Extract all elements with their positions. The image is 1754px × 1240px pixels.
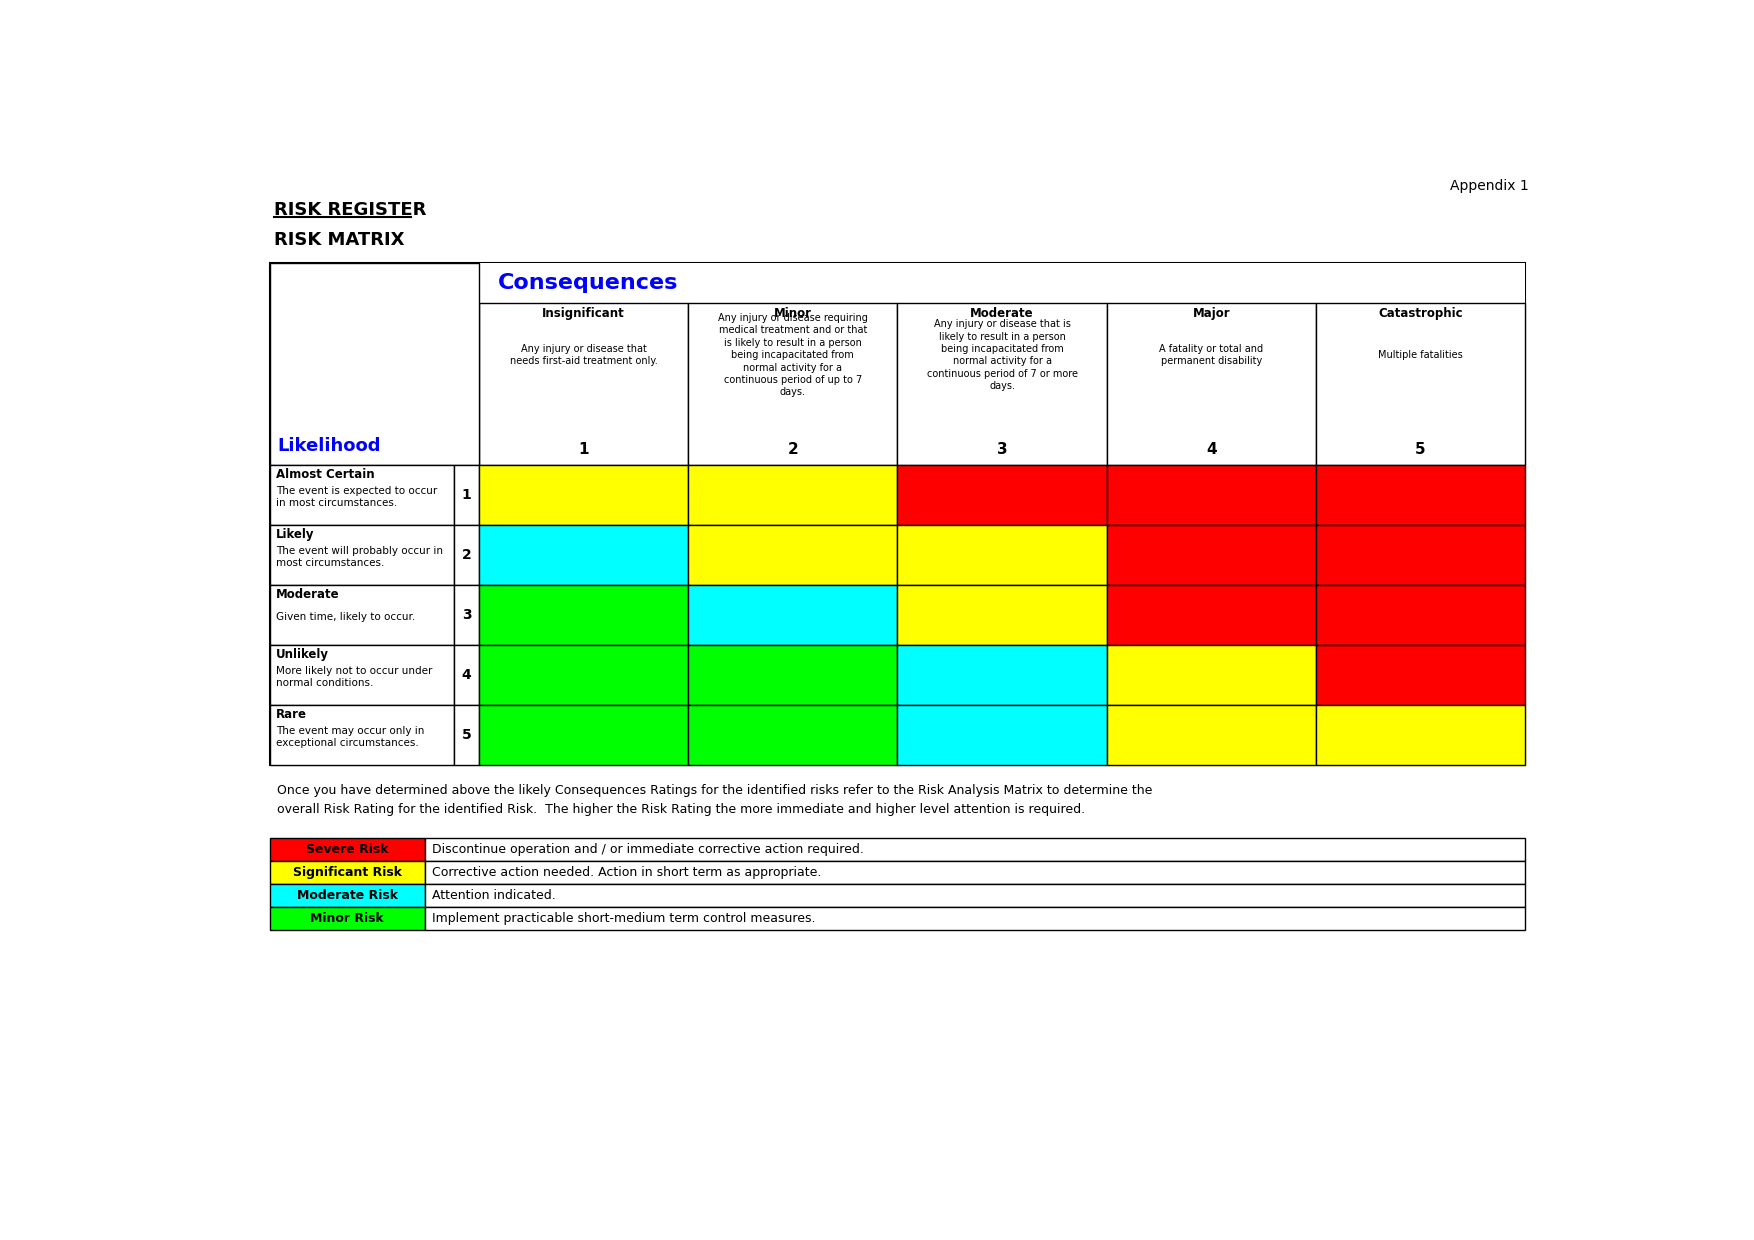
Text: Severe Risk: Severe Risk — [305, 843, 388, 856]
Text: Any injury or disease that is
likely to result in a person
being incapacitated f: Any injury or disease that is likely to … — [926, 319, 1077, 391]
Bar — [270, 908, 424, 930]
Text: Once you have determined above the likely Consequences Ratings for the identifie: Once you have determined above the likel… — [277, 784, 1152, 816]
Text: Moderate Risk: Moderate Risk — [296, 889, 398, 903]
Bar — [688, 704, 898, 765]
Bar — [898, 704, 1107, 765]
Bar — [1107, 525, 1316, 584]
Bar — [270, 645, 454, 704]
Bar — [1316, 525, 1526, 584]
Text: Catastrophic: Catastrophic — [1379, 308, 1463, 320]
Text: Multiple fatalities: Multiple fatalities — [1379, 350, 1463, 360]
Bar — [688, 645, 898, 704]
Text: The event is expected to occur
in most circumstances.: The event is expected to occur in most c… — [275, 486, 437, 508]
Text: Major: Major — [1193, 308, 1230, 320]
Bar — [454, 584, 479, 645]
Text: Insignificant: Insignificant — [542, 308, 624, 320]
Text: The event may occur only in
exceptional circumstances.: The event may occur only in exceptional … — [275, 725, 424, 748]
Bar — [1316, 303, 1526, 465]
Bar — [270, 263, 1526, 765]
Bar — [898, 584, 1107, 645]
Bar — [454, 525, 479, 584]
Bar — [1107, 645, 1316, 704]
Bar — [898, 525, 1107, 584]
Bar — [270, 525, 454, 584]
Bar — [479, 525, 688, 584]
Text: 3: 3 — [461, 608, 472, 621]
Bar — [688, 584, 898, 645]
Bar — [270, 884, 424, 908]
Text: 4: 4 — [1207, 441, 1217, 456]
Text: Moderate: Moderate — [970, 308, 1033, 320]
Bar — [454, 704, 479, 765]
Text: A fatality or total and
permanent disability: A fatality or total and permanent disabi… — [1159, 343, 1263, 366]
Bar — [688, 303, 898, 465]
Bar — [424, 838, 1526, 861]
Bar — [1316, 465, 1526, 525]
Bar — [479, 584, 688, 645]
Text: Significant Risk: Significant Risk — [293, 866, 402, 879]
Text: 1: 1 — [579, 441, 589, 456]
Text: RISK MATRIX: RISK MATRIX — [274, 231, 403, 249]
Bar — [479, 704, 688, 765]
Bar — [424, 908, 1526, 930]
Text: Likelihood: Likelihood — [277, 436, 381, 455]
Bar — [270, 465, 454, 525]
Bar — [688, 465, 898, 525]
Text: RISK REGISTER: RISK REGISTER — [274, 201, 426, 219]
Bar — [270, 584, 454, 645]
Bar — [1316, 645, 1526, 704]
Text: Given time, likely to occur.: Given time, likely to occur. — [275, 613, 416, 622]
Bar — [270, 861, 424, 884]
Text: The event will probably occur in
most circumstances.: The event will probably occur in most ci… — [275, 546, 442, 568]
Text: Implement practicable short-medium term control measures.: Implement practicable short-medium term … — [433, 913, 816, 925]
Bar — [424, 884, 1526, 908]
Bar — [1107, 584, 1316, 645]
Bar — [898, 465, 1107, 525]
Bar — [898, 645, 1107, 704]
Text: Discontinue operation and / or immediate corrective action required.: Discontinue operation and / or immediate… — [433, 843, 865, 856]
Bar — [270, 838, 424, 861]
Text: More likely not to occur under
normal conditions.: More likely not to occur under normal co… — [275, 666, 431, 688]
Bar — [454, 645, 479, 704]
Text: Appendix 1: Appendix 1 — [1451, 179, 1529, 192]
Bar — [479, 465, 688, 525]
Bar — [479, 645, 688, 704]
Bar — [1107, 303, 1316, 465]
Text: Any injury or disease requiring
medical treatment and or that
is likely to resul: Any injury or disease requiring medical … — [717, 312, 868, 397]
Text: Moderate: Moderate — [275, 588, 340, 601]
Bar — [1316, 584, 1526, 645]
Bar — [270, 704, 454, 765]
Text: Any injury or disease that
needs first-aid treatment only.: Any injury or disease that needs first-a… — [510, 343, 658, 366]
Text: 2: 2 — [788, 441, 798, 456]
Text: 4: 4 — [461, 667, 472, 682]
Text: Unlikely: Unlikely — [275, 649, 328, 661]
Text: Likely: Likely — [275, 528, 314, 541]
Text: Corrective action needed. Action in short term as appropriate.: Corrective action needed. Action in shor… — [433, 866, 823, 879]
Bar — [688, 525, 898, 584]
Text: Rare: Rare — [275, 708, 307, 722]
Text: Minor Risk: Minor Risk — [310, 913, 384, 925]
Text: Almost Certain: Almost Certain — [275, 467, 374, 481]
Bar — [1107, 465, 1316, 525]
Bar — [424, 861, 1526, 884]
Bar — [479, 263, 1526, 303]
Text: Consequences: Consequences — [498, 273, 679, 293]
Bar — [479, 303, 688, 465]
Text: 5: 5 — [461, 728, 472, 742]
Bar — [454, 465, 479, 525]
Text: 1: 1 — [461, 487, 472, 501]
Text: 3: 3 — [996, 441, 1007, 456]
Text: Attention indicated.: Attention indicated. — [433, 889, 556, 903]
Bar — [898, 303, 1107, 465]
Bar — [1107, 704, 1316, 765]
Bar — [270, 263, 479, 465]
Bar — [1316, 704, 1526, 765]
Text: 5: 5 — [1415, 441, 1426, 456]
Text: 2: 2 — [461, 548, 472, 562]
Text: Minor: Minor — [774, 308, 812, 320]
